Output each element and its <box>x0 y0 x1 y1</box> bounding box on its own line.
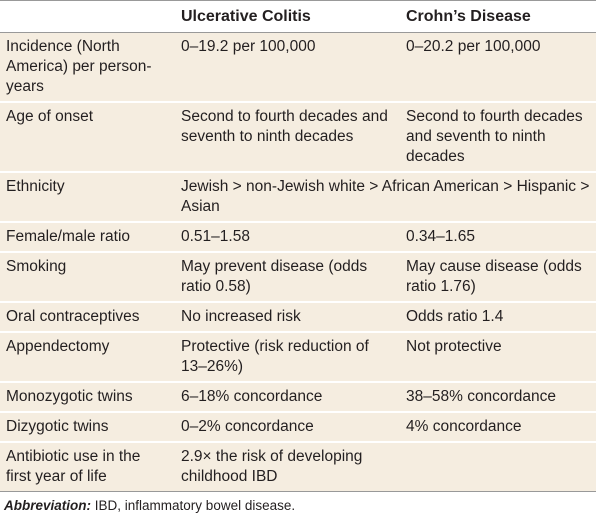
footnote: Abbreviation: IBD, inflammatory bowel di… <box>0 492 596 519</box>
row: Smoking May prevent disease (odds ratio 0… <box>0 252 596 303</box>
row: Ethnicity Jewish > non-Jewish white > Afr… <box>0 172 596 223</box>
cell: Smoking <box>0 252 175 303</box>
row: Incidence (North America) per person-yea… <box>0 32 596 103</box>
row: Age of onset Second to fourth decades and… <box>0 102 596 173</box>
cell: 0–20.2 per 100,000 <box>400 32 596 103</box>
cell: Second to fourth decades and seventh to … <box>400 102 596 173</box>
row: Monozygotic twins 6–18% concordance 38–58%… <box>0 382 596 413</box>
header-cell: Crohn’s Disease <box>400 0 596 33</box>
cell: Second to fourth decades and seventh to … <box>175 102 400 173</box>
row: Dizygotic twins 0–2% concordance 4% concor… <box>0 412 596 443</box>
data-table: Ulcerative Colitis Crohn’s Disease Incid… <box>0 0 596 492</box>
cell: 2.9× the risk of developing childhood IB… <box>175 442 400 492</box>
cell: 0.51–1.58 <box>175 222 400 253</box>
footnote-label: Abbreviation: <box>4 498 92 513</box>
cell: 6–18% concordance <box>175 382 400 413</box>
header-row: Ulcerative Colitis Crohn’s Disease <box>0 0 596 33</box>
cell <box>400 442 596 492</box>
cell: No increased risk <box>175 302 400 333</box>
cell: Monozygotic twins <box>0 382 175 413</box>
header-cell: Ulcerative Colitis <box>175 0 400 33</box>
header-cell <box>0 0 175 33</box>
cell: Protective (risk reduction of 13–26%) <box>175 332 400 383</box>
cell: Not protective <box>400 332 596 383</box>
cell: May prevent disease (odds ratio 0.58) <box>175 252 400 303</box>
cell: Dizygotic twins <box>0 412 175 443</box>
row: Female/male ratio 0.51–1.58 0.34–1.65 <box>0 222 596 253</box>
cell: Oral contraceptives <box>0 302 175 333</box>
row: Antibiotic use in the first year of life… <box>0 442 596 492</box>
cell: Appendectomy <box>0 332 175 383</box>
row: Appendectomy Protective (risk reduction o… <box>0 332 596 383</box>
cell: Ethnicity <box>0 172 175 223</box>
cell: Antibiotic use in the first year of life <box>0 442 175 492</box>
footnote-text: IBD, inflammatory bowel disease. <box>94 498 296 513</box>
row: Oral contraceptives No increased risk Odds… <box>0 302 596 333</box>
cell: 38–58% concordance <box>400 382 596 413</box>
cell: 0–2% concordance <box>175 412 400 443</box>
cell: Jewish > non-Jewish white > African Amer… <box>175 172 596 223</box>
cell: Odds ratio 1.4 <box>400 302 596 333</box>
cell: 0–19.2 per 100,000 <box>175 32 400 103</box>
cell: Female/male ratio <box>0 222 175 253</box>
cell: Incidence (North America) per person-yea… <box>0 32 175 103</box>
cell: 4% concordance <box>400 412 596 443</box>
cell: Age of onset <box>0 102 175 173</box>
cell: 0.34–1.65 <box>400 222 596 253</box>
cell: May cause disease (odds ratio 1.76) <box>400 252 596 303</box>
table-body: Incidence (North America) per person-yea… <box>0 32 596 492</box>
